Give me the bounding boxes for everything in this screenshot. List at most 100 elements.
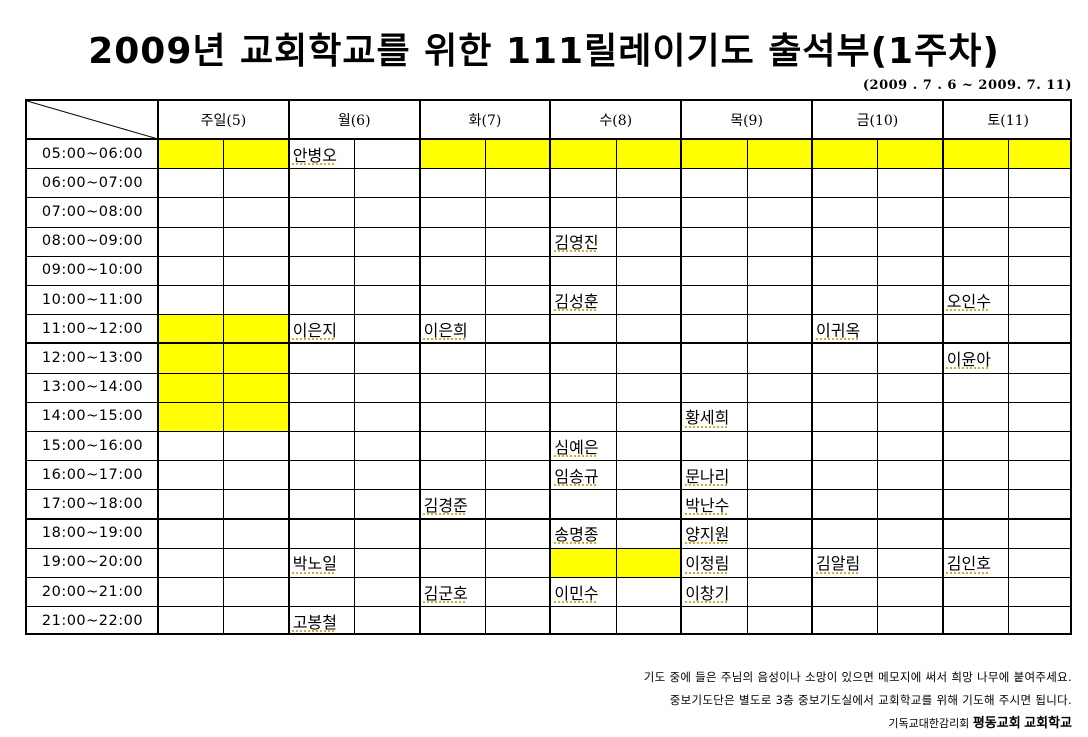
row-divider	[27, 401, 1070, 403]
day-header: 목(9)	[730, 113, 763, 129]
row-divider	[27, 285, 1070, 286]
column-divider	[1008, 139, 1010, 633]
row-divider	[27, 168, 1070, 170]
column-divider	[615, 139, 617, 633]
column-divider	[287, 101, 290, 633]
highlighted-cell	[1008, 139, 1070, 169]
attendee-name: 임송규	[554, 466, 599, 486]
column-divider	[157, 101, 159, 633]
highlighted-cell	[223, 314, 289, 344]
row-divider	[27, 138, 1070, 140]
column-divider	[223, 139, 225, 633]
attendee-name: 김알림	[816, 554, 861, 574]
column-divider	[811, 101, 813, 633]
highlighted-cell	[158, 314, 224, 344]
highlighted-cell	[223, 372, 289, 402]
day-header: 화(7)	[468, 113, 502, 129]
highlighted-cell	[158, 372, 224, 402]
page-title: 2009년 교회학교를 위한 111릴레이기도 출석부(1주차)	[88, 31, 1000, 72]
attendee-name: 오인수	[946, 291, 991, 311]
row-divider	[27, 314, 1070, 316]
time-slot-label: 13:00~14:00	[41, 379, 144, 396]
highlighted-cell	[223, 343, 289, 373]
column-divider	[680, 101, 683, 633]
day-header: 토(11)	[987, 113, 1029, 129]
row-divider	[27, 431, 1070, 432]
attendee-name: 황세희	[685, 408, 730, 428]
day-header: 월(6)	[337, 113, 371, 129]
day-header: 금(10)	[856, 113, 899, 129]
highlighted-cell	[746, 139, 812, 169]
row-divider	[27, 197, 1070, 199]
row-divider	[27, 255, 1070, 257]
attendee-name: 고봉철	[292, 612, 337, 632]
highlighted-cell	[681, 139, 747, 169]
attendee-name: 김인호	[946, 554, 991, 574]
time-slot-label: 19:00~20:00	[41, 554, 144, 571]
row-divider	[27, 342, 1070, 345]
header-diagonal-line	[27, 101, 158, 139]
time-slot-label: 20:00~21:00	[41, 583, 144, 600]
day-header: 수(8)	[599, 113, 633, 129]
highlighted-cell	[615, 139, 682, 169]
day-header: 주일(5)	[200, 113, 247, 129]
attendee-name: 이민수	[554, 583, 599, 603]
time-slot-label: 07:00~08:00	[41, 203, 144, 220]
attendee-name: 김군호	[423, 583, 468, 603]
row-divider	[27, 372, 1070, 374]
attendee-name: 이은지	[292, 320, 337, 340]
attendee-name: 안병오	[292, 145, 337, 165]
highlighted-cell	[158, 139, 224, 169]
time-slot-label: 12:00~13:00	[41, 349, 144, 366]
time-slot-label: 15:00~16:00	[41, 437, 144, 454]
column-divider	[549, 101, 552, 633]
attendee-name: 이귀옥	[816, 320, 861, 340]
attendee-name: 김성훈	[554, 291, 599, 311]
highlighted-cell	[485, 139, 551, 169]
attendee-name: 이정림	[685, 554, 730, 574]
note-line-1: 기도 중에 들은 주님의 음성이나 소망이 있으면 메모지에 써서 희망 나무에…	[643, 670, 1072, 684]
attendee-name: 심예은	[554, 437, 599, 457]
column-divider	[418, 101, 421, 633]
highlighted-cell	[223, 139, 289, 169]
column-divider	[746, 139, 748, 633]
row-divider	[27, 226, 1070, 228]
time-slot-label: 14:00~15:00	[41, 408, 144, 425]
row-divider	[27, 547, 1070, 549]
highlighted-cell	[877, 139, 943, 169]
highlighted-cell	[158, 343, 224, 373]
row-divider	[27, 577, 1070, 578]
signature-school: 교회학교	[1024, 716, 1072, 731]
attendee-name: 박노일	[292, 554, 337, 574]
highlighted-cell	[223, 401, 289, 431]
attendee-name: 김경준	[423, 495, 468, 515]
time-slot-label: 11:00~12:00	[41, 320, 144, 337]
date-range: (2009 . 7 . 6 ~ 2009. 7. 11)	[862, 78, 1072, 93]
signature: 기독교대한감리회 평동교회 교회학교	[888, 712, 1072, 731]
time-slot-label: 10:00~11:00	[41, 291, 144, 308]
attendance-grid: 주일(5) 월(6) 화(7) 수(8) 목(9) 금(10) 토(11) 05:00~06:…	[25, 99, 1072, 635]
highlighted-cell	[158, 401, 224, 431]
footer-notes: 기도 중에 들은 주님의 음성이나 소망이 있으면 메모지에 써서 희망 나무에…	[644, 666, 1072, 712]
time-slot-label: 08:00~09:00	[41, 233, 144, 250]
highlighted-cell	[615, 547, 682, 577]
time-slot-label: 06:00~07:00	[41, 174, 144, 191]
attendee-name: 이윤아	[946, 349, 991, 369]
highlighted-cell	[942, 139, 1009, 169]
highlighted-cell	[550, 547, 616, 577]
attendee-name: 양지원	[685, 525, 730, 545]
time-slot-label: 05:00~06:00	[41, 145, 144, 162]
column-divider	[485, 139, 486, 633]
row-divider	[27, 489, 1070, 491]
attendee-name: 송명종	[554, 525, 599, 545]
column-divider	[941, 101, 944, 633]
signature-church: 평동교회	[972, 716, 1021, 731]
signature-org: 기독교대한감리회	[888, 717, 970, 730]
time-slot-label: 21:00~22:00	[41, 612, 144, 629]
column-divider	[354, 139, 356, 633]
attendee-name: 김영진	[554, 233, 599, 253]
highlighted-cell	[550, 139, 616, 169]
note-line-2: 중보기도단은 별도로 3층 중보기도실에서 교회학교를 위해 기도해 주시면 됩…	[669, 693, 1072, 707]
attendee-name: 문나리	[685, 466, 730, 486]
highlighted-cell	[812, 139, 878, 169]
